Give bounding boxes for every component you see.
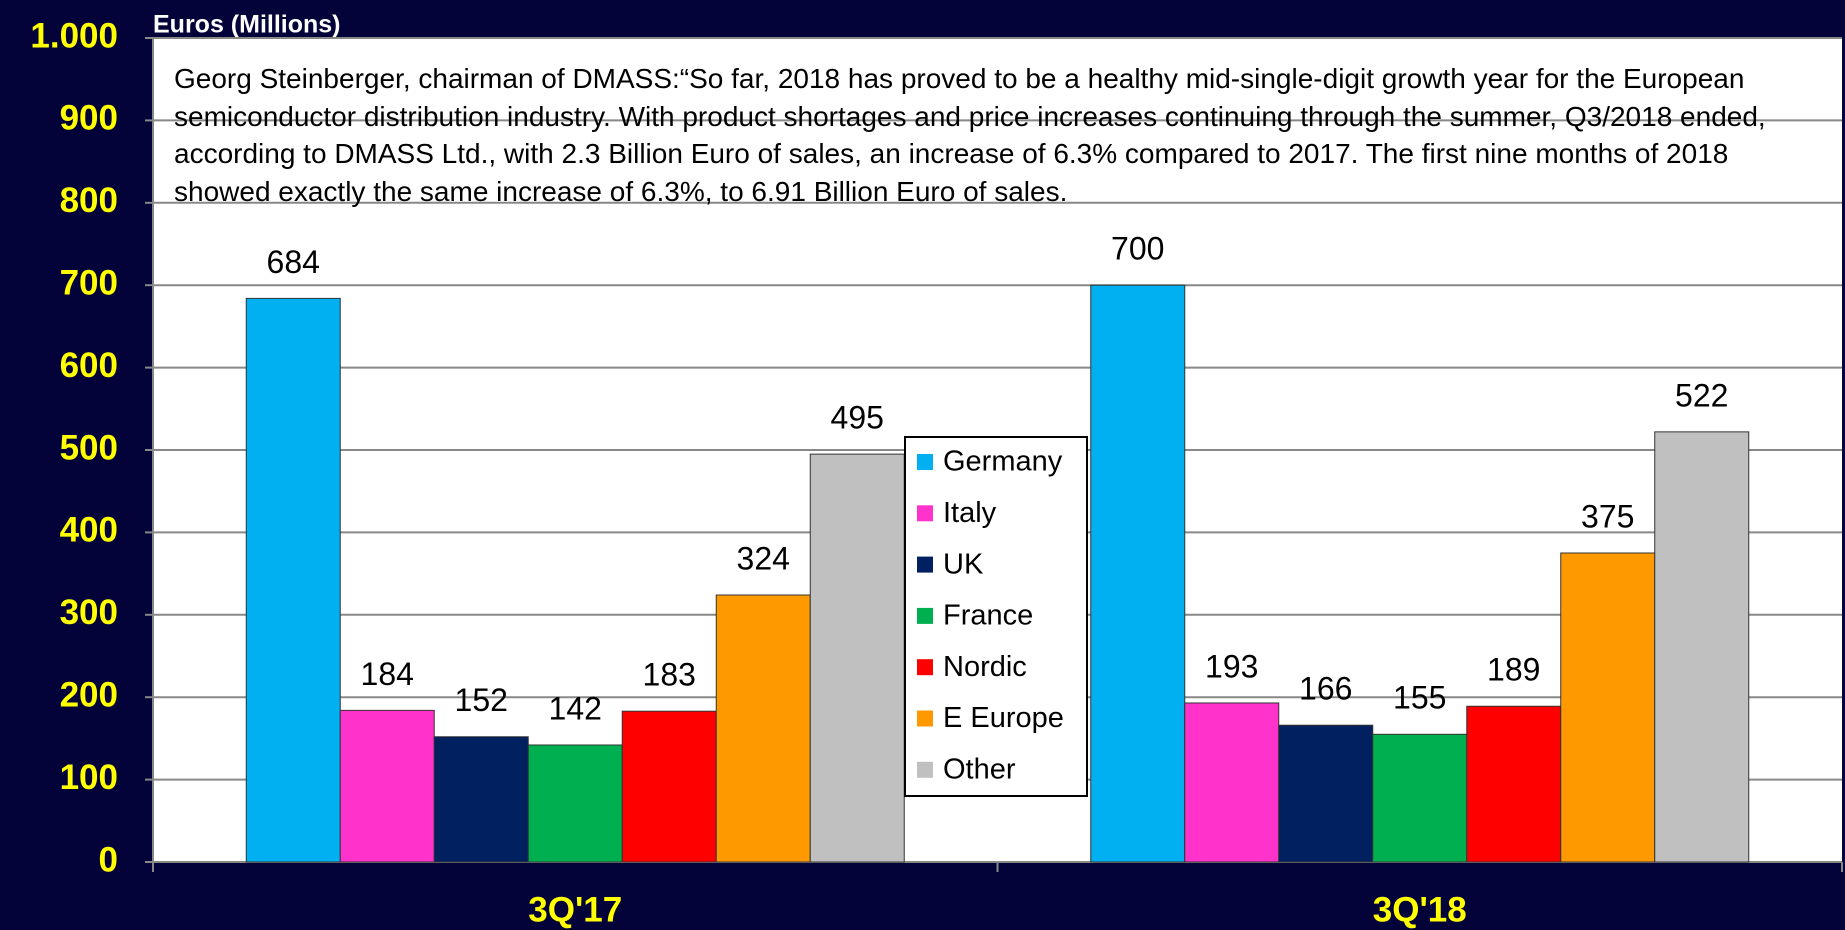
legend-swatch: [917, 454, 933, 470]
data-label: 183: [643, 657, 696, 693]
annotation: Georg Steinberger, chairman of DMASS:“So…: [174, 63, 1766, 207]
bar: [339, 709, 435, 863]
bar: [1090, 284, 1186, 863]
data-label: 700: [1111, 231, 1164, 267]
legend-label: Germany: [943, 446, 1063, 478]
data-label: 375: [1581, 498, 1634, 534]
bar: [433, 736, 529, 863]
data-label: 166: [1299, 671, 1352, 707]
y-tick-label: 0: [99, 840, 118, 879]
legend-box: [904, 436, 1088, 797]
legend-label: Italy: [943, 497, 997, 529]
data-label: 193: [1205, 648, 1258, 684]
y-axis-label: Euros (Millions): [153, 11, 341, 39]
data-label: 495: [831, 400, 884, 436]
x-tick-label: 3Q'17: [528, 890, 622, 929]
bar: [1372, 733, 1468, 863]
y-tick-label: 200: [60, 675, 118, 714]
y-tick-label: 1.000: [30, 16, 118, 55]
data-label: 184: [361, 656, 414, 692]
data-label: 189: [1487, 652, 1540, 688]
bar: [1278, 724, 1374, 863]
data-label: 684: [267, 244, 320, 280]
legend-label: Other: [943, 753, 1016, 785]
bar: [245, 297, 341, 863]
bar: [1466, 705, 1562, 863]
legend-swatch: [917, 607, 933, 624]
legend-swatch: [917, 556, 933, 573]
y-tick-label: 600: [60, 346, 118, 385]
data-label: 324: [737, 540, 790, 576]
data-label: 152: [455, 682, 508, 718]
bar: [1654, 431, 1750, 863]
legend-label: UK: [943, 548, 984, 580]
legend-label: E Europe: [943, 702, 1064, 734]
y-tick-label: 500: [60, 428, 118, 467]
x-tick-label: 3Q'18: [1373, 890, 1467, 929]
bar: [1184, 702, 1280, 863]
bar: [1560, 552, 1656, 863]
y-tick-label: 900: [60, 99, 118, 138]
legend-swatch: [917, 659, 933, 676]
y-tick-label: 300: [60, 593, 118, 632]
y-tick-label: 400: [60, 511, 118, 550]
bar: [715, 594, 811, 863]
legend-label: Nordic: [943, 651, 1027, 683]
y-tick-label: 700: [60, 263, 118, 302]
y-tick-label: 100: [60, 758, 118, 797]
bar: [621, 710, 717, 863]
y-tick-label: 800: [60, 181, 118, 220]
legend-swatch: [917, 505, 933, 522]
bar: [527, 744, 623, 863]
data-label: 155: [1393, 680, 1446, 716]
bar: [809, 453, 905, 863]
legend-swatch: [917, 710, 933, 727]
legend-label: France: [943, 600, 1033, 632]
legend-swatch: [917, 761, 933, 778]
data-label: 142: [549, 690, 602, 726]
data-label: 522: [1675, 377, 1728, 413]
